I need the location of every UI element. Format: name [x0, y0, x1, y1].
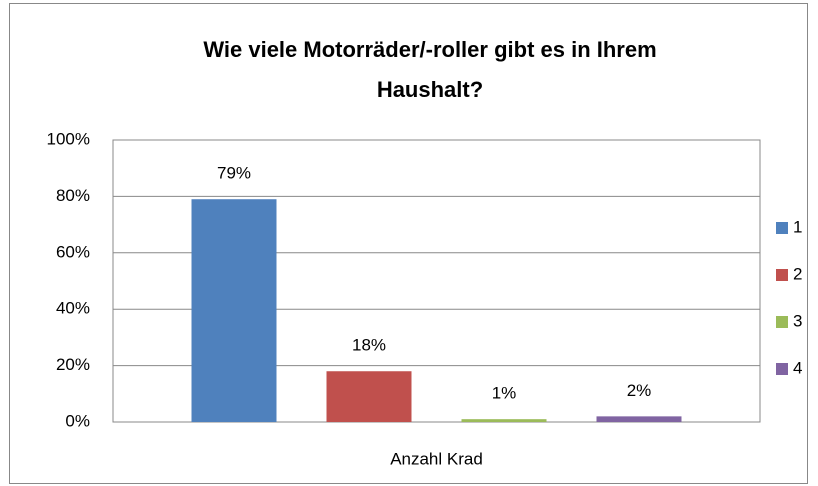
y-tick-label: 100%	[47, 129, 90, 148]
bar	[596, 416, 682, 422]
y-tick-label: 60%	[56, 242, 90, 261]
y-tick-label: 20%	[56, 355, 90, 374]
bar	[326, 371, 412, 422]
y-tick-label: 40%	[56, 299, 90, 318]
legend-label: 4	[793, 358, 802, 377]
data-label: 79%	[217, 164, 251, 183]
legend-swatch	[776, 222, 788, 234]
bar	[461, 419, 547, 422]
x-tick-label: Anzahl Krad	[390, 449, 483, 468]
y-tick-label: 80%	[56, 186, 90, 205]
chart-title: Wie viele Motorräder/-roller gibt es in …	[203, 37, 657, 102]
legend-swatch	[776, 269, 788, 281]
data-label: 2%	[627, 381, 652, 400]
data-label: 1%	[492, 384, 517, 403]
data-label: 18%	[352, 336, 386, 355]
legend-label: 1	[793, 217, 802, 236]
y-tick-label: 0%	[65, 411, 90, 430]
legend-swatch	[776, 363, 788, 375]
legend-label: 2	[793, 264, 802, 283]
legend-swatch	[776, 316, 788, 328]
bar	[191, 199, 277, 422]
legend-label: 3	[793, 311, 802, 330]
